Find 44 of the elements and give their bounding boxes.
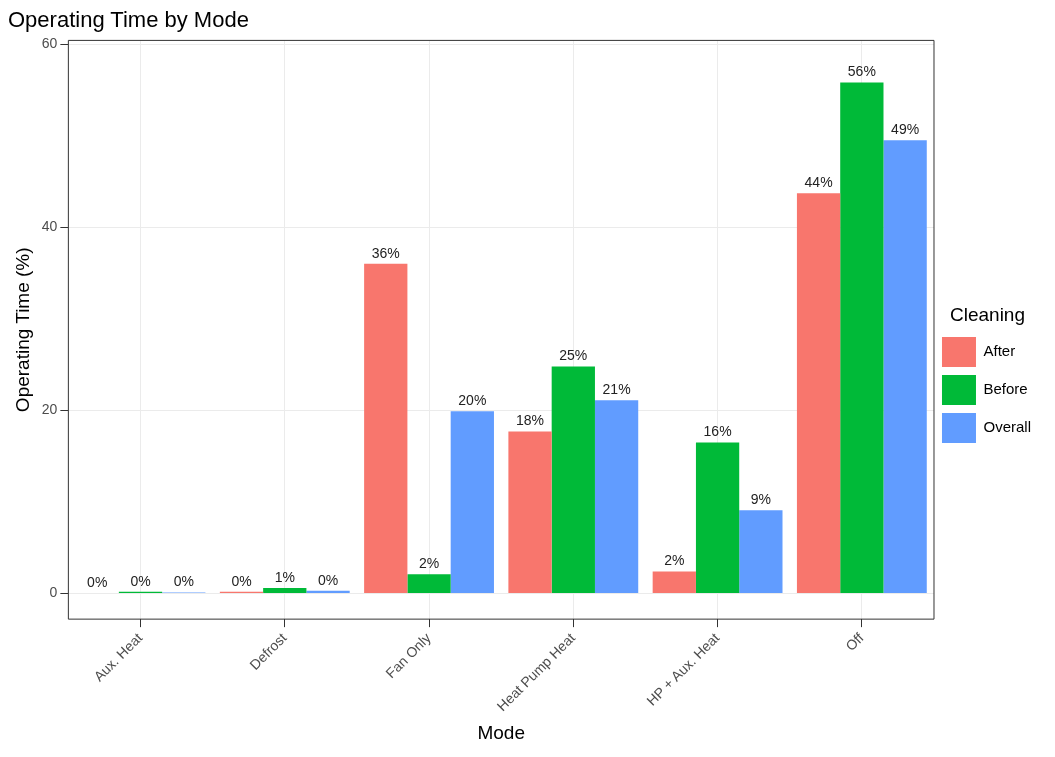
- data-label: 56%: [847, 63, 876, 80]
- data-label: 49%: [891, 121, 920, 138]
- y-tick-label: 20: [41, 401, 58, 418]
- data-label: 21%: [602, 381, 631, 398]
- data-label: 25%: [559, 347, 588, 364]
- bar: [796, 193, 841, 593]
- data-label: 2%: [664, 552, 685, 569]
- chart-title: Operating Time by Mode: [8, 7, 249, 33]
- legend-label: Before: [983, 380, 1028, 398]
- data-label: 36%: [371, 244, 400, 261]
- legend-label: Overall: [983, 418, 1031, 436]
- bar: [551, 366, 595, 593]
- data-label: 16%: [703, 423, 732, 440]
- bar: [508, 431, 552, 593]
- x-axis-title: Mode: [477, 721, 525, 743]
- data-label: 44%: [804, 174, 833, 191]
- y-tick-label: 60: [41, 34, 58, 51]
- data-label: 20%: [458, 392, 487, 409]
- y-axis-title: Operating Time (%): [11, 247, 33, 413]
- bar: [883, 140, 927, 593]
- bar: [263, 588, 307, 593]
- bar: [652, 571, 696, 593]
- y-tick-label: 40: [41, 218, 58, 235]
- bar: [594, 400, 639, 593]
- y-tick-label: 0: [49, 584, 58, 601]
- bar: [364, 263, 408, 593]
- data-label: 0%: [130, 572, 151, 589]
- legend-title: Cleaning: [949, 303, 1025, 325]
- legend-label: After: [983, 342, 1016, 360]
- data-label: 0%: [173, 573, 194, 590]
- bar: [450, 411, 494, 593]
- bar: [695, 442, 740, 593]
- data-label: 18%: [516, 412, 545, 429]
- data-label: 1%: [274, 568, 295, 585]
- data-label: 2%: [418, 555, 440, 572]
- bar: [840, 82, 884, 593]
- data-label: 0%: [231, 572, 252, 589]
- data-label: 9%: [750, 491, 771, 508]
- data-label: 0%: [87, 573, 108, 590]
- bar: [739, 510, 783, 593]
- x-tick-label: Off: [842, 629, 867, 654]
- bar: [306, 590, 350, 593]
- data-label: 0%: [317, 571, 339, 588]
- bar: [407, 574, 451, 593]
